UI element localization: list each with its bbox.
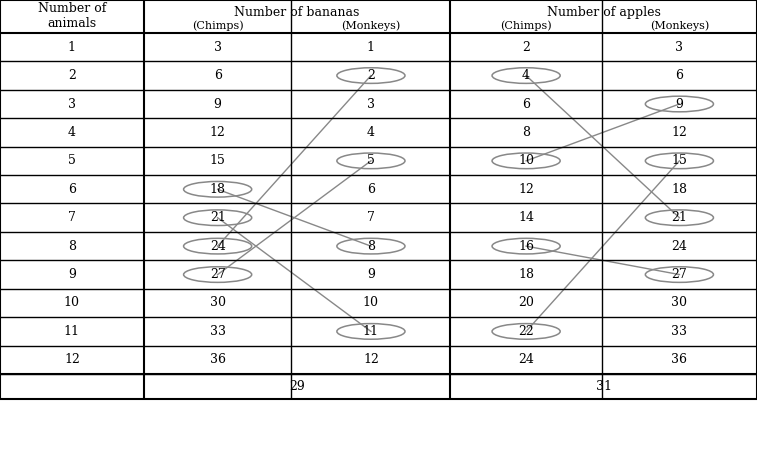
Text: 3: 3 [68,97,76,110]
Text: 2: 2 [367,69,375,82]
Text: 15: 15 [210,154,226,168]
Text: 2: 2 [68,69,76,82]
Text: 6: 6 [367,183,375,196]
Text: 12: 12 [210,126,226,139]
Text: 36: 36 [210,353,226,366]
Text: 9: 9 [367,268,375,281]
Text: (Monkeys): (Monkeys) [650,20,709,30]
Text: Number of apples: Number of apples [547,6,661,19]
Text: 11: 11 [363,325,379,338]
Text: 1: 1 [68,41,76,54]
Text: 6: 6 [675,69,684,82]
Text: 9: 9 [675,97,684,110]
Text: 33: 33 [671,325,687,338]
Text: 29: 29 [289,380,305,393]
Text: 24: 24 [210,240,226,253]
Text: 21: 21 [210,211,226,224]
Text: 12: 12 [363,353,378,366]
Text: 8: 8 [367,240,375,253]
Text: 3: 3 [367,97,375,110]
Text: 8: 8 [522,126,530,139]
Text: 12: 12 [519,183,534,196]
Text: 10: 10 [518,154,534,168]
Text: 18: 18 [671,183,687,196]
Text: 27: 27 [210,268,226,281]
Text: (Chimps): (Chimps) [192,20,244,30]
Text: 18: 18 [210,183,226,196]
Text: 11: 11 [64,325,80,338]
Text: 3: 3 [675,41,684,54]
Text: 12: 12 [64,353,79,366]
Text: 24: 24 [671,240,687,253]
Text: Number of
animals: Number of animals [38,2,106,30]
Text: 21: 21 [671,211,687,224]
Text: Number of bananas: Number of bananas [235,6,360,19]
Text: 10: 10 [64,297,80,309]
Text: (Chimps): (Chimps) [500,20,552,30]
Text: 6: 6 [213,69,222,82]
Text: 31: 31 [596,380,612,393]
Text: 6: 6 [68,183,76,196]
Text: 8: 8 [68,240,76,253]
Text: 20: 20 [519,297,534,309]
Text: 30: 30 [210,297,226,309]
Text: 22: 22 [519,325,534,338]
Text: 3: 3 [213,41,222,54]
Text: 18: 18 [518,268,534,281]
Text: 6: 6 [522,97,530,110]
Text: 14: 14 [518,211,534,224]
Text: 5: 5 [367,154,375,168]
Text: 9: 9 [213,97,222,110]
Text: 4: 4 [68,126,76,139]
Text: 12: 12 [671,126,687,139]
Text: 1: 1 [367,41,375,54]
Text: 4: 4 [522,69,530,82]
Text: 33: 33 [210,325,226,338]
Text: 27: 27 [671,268,687,281]
Text: 7: 7 [367,211,375,224]
Text: 5: 5 [68,154,76,168]
Text: 24: 24 [519,353,534,366]
Text: 7: 7 [68,211,76,224]
Text: 16: 16 [518,240,534,253]
Text: 9: 9 [68,268,76,281]
Text: 36: 36 [671,353,687,366]
Text: 10: 10 [363,297,379,309]
Text: 30: 30 [671,297,687,309]
Text: 2: 2 [522,41,530,54]
Text: 15: 15 [671,154,687,168]
Text: (Monkeys): (Monkeys) [341,20,400,30]
Text: 4: 4 [367,126,375,139]
